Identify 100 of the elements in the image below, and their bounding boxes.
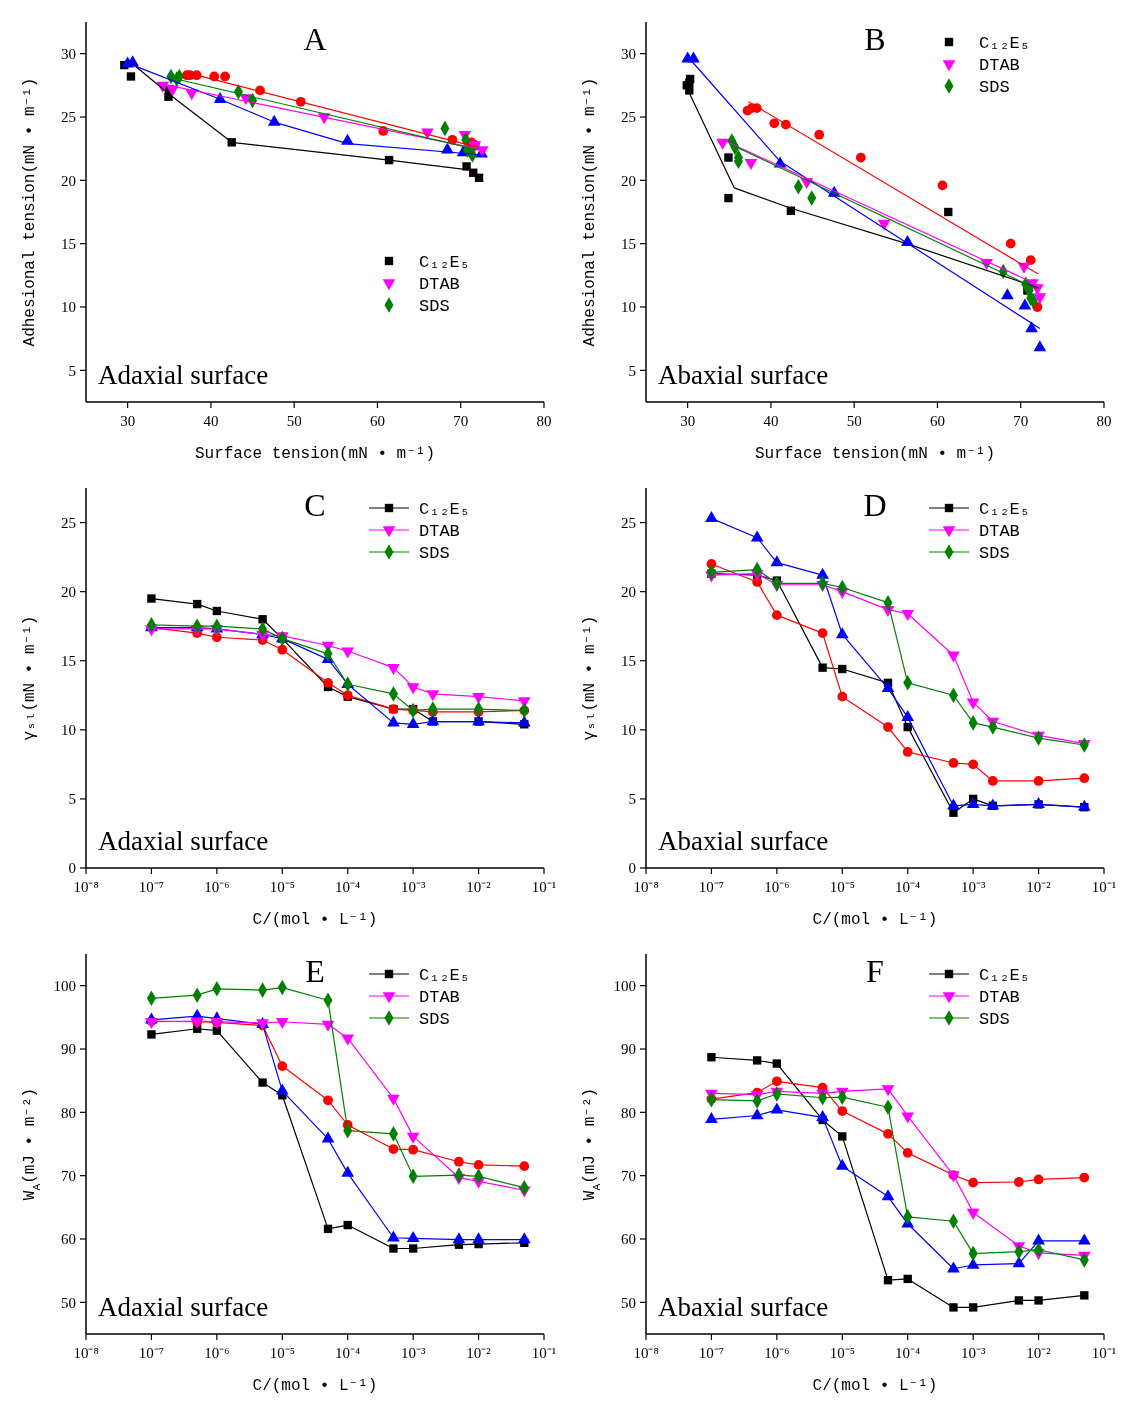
annotation: Adaxial surface — [98, 826, 269, 856]
legend-label: DTAB — [979, 521, 1020, 541]
y-axis-title: Adhesional tension(mN • m⁻¹) — [21, 77, 39, 347]
x-tick-label: 10⁻⁷ — [698, 879, 725, 895]
annotation: Adaxial surface — [98, 1292, 269, 1322]
y-axis-title: γₛₗ(mN • m⁻¹) — [21, 615, 39, 741]
y-tick-label: 60 — [621, 1231, 636, 1248]
x-tick-label: 10⁻² — [466, 879, 492, 895]
x-axis-title: Surface tension(mN • m⁻¹) — [754, 445, 996, 463]
legend-label: DTAB — [419, 274, 460, 294]
y-tick-label: 10 — [621, 299, 636, 316]
y-tick-label: 15 — [61, 235, 76, 252]
annotation: Adaxial surface — [98, 360, 269, 390]
x-axis-title: C/(mol • L⁻¹) — [812, 1377, 938, 1395]
y-tick-label: 15 — [61, 652, 76, 669]
x-tick-label: 10⁻⁸ — [73, 1345, 99, 1361]
y-tick-label: 25 — [621, 514, 636, 531]
legend-label: SDS — [419, 543, 450, 563]
legend-label: C₁₂E₅ — [419, 965, 471, 985]
x-tick-label: 10⁻⁸ — [633, 879, 659, 895]
y-tick-label: 0 — [68, 860, 76, 877]
annotation: Abaxial surface — [658, 826, 829, 856]
y-tick-label: 10 — [621, 722, 636, 739]
legend-label: C₁₂E₅ — [419, 252, 471, 272]
legend-label: SDS — [419, 1009, 450, 1029]
legend-label: SDS — [979, 543, 1010, 563]
x-tick-label: 10⁻⁶ — [204, 1345, 230, 1361]
x-tick-label: 10⁻³ — [960, 1345, 986, 1361]
x-tick-label: 10⁻⁶ — [204, 879, 230, 895]
x-axis-title: C/(mol • L⁻¹) — [252, 1377, 378, 1395]
x-tick-label: 10⁻⁵ — [829, 879, 855, 895]
y-tick-label: 20 — [61, 583, 76, 600]
x-tick-label: 60 — [929, 413, 945, 429]
y-tick-label: 80 — [61, 1104, 76, 1121]
x-tick-label: 70 — [453, 413, 469, 429]
y-tick-label: 15 — [621, 652, 636, 669]
legend-label: SDS — [979, 77, 1010, 97]
x-tick-label: 70 — [1013, 413, 1029, 429]
chart-title: F — [866, 953, 884, 989]
y-tick-label: 5 — [628, 791, 636, 808]
x-tick-label: 30 — [120, 413, 136, 429]
x-axis-title: C/(mol • L⁻¹) — [252, 911, 378, 929]
x-tick-label: 10⁻¹ — [1091, 1345, 1117, 1361]
x-tick-label: 50 — [286, 413, 302, 429]
legend-label: C₁₂E₅ — [419, 499, 471, 519]
y-axis-title: Adhesional tension(mN • m⁻¹) — [581, 77, 599, 347]
chart-title: B — [864, 21, 886, 57]
y-tick-label: 30 — [621, 45, 636, 62]
y-tick-label: 50 — [621, 1294, 636, 1311]
x-tick-label: 10⁻² — [1026, 879, 1052, 895]
x-tick-label: 10⁻⁶ — [764, 1345, 790, 1361]
legend-label: C₁₂E₅ — [979, 499, 1031, 519]
y-tick-label: 80 — [621, 1104, 636, 1121]
x-tick-label: 80 — [1096, 413, 1112, 429]
y-tick-label: 5 — [628, 362, 636, 379]
x-tick-label: 10⁻⁸ — [73, 879, 99, 895]
x-tick-label: 10⁻⁴ — [895, 1345, 921, 1361]
x-tick-label: 10⁻¹ — [531, 1345, 557, 1361]
y-tick-label: 5 — [68, 791, 76, 808]
y-tick-label: 5 — [68, 362, 76, 379]
x-tick-label: 10⁻⁷ — [138, 879, 165, 895]
x-tick-label: 10⁻³ — [960, 879, 986, 895]
x-tick-label: 10⁻³ — [400, 1345, 426, 1361]
annotation: Abaxial surface — [658, 1292, 829, 1322]
y-tick-label: 20 — [61, 172, 76, 189]
legend-label: SDS — [979, 1009, 1010, 1029]
y-tick-label: 25 — [61, 514, 76, 531]
y-tick-label: 30 — [61, 45, 76, 62]
x-tick-label: 60 — [369, 413, 385, 429]
x-tick-label: 10⁻⁴ — [335, 1345, 361, 1361]
annotation: Abaxial surface — [658, 360, 829, 390]
x-tick-label: 10⁻¹ — [1091, 879, 1117, 895]
legend-label: C₁₂E₅ — [979, 33, 1031, 53]
chart-title: D — [863, 487, 887, 523]
x-tick-label: 40 — [203, 413, 219, 429]
x-tick-label: 10⁻⁵ — [829, 1345, 855, 1361]
x-tick-label: 10⁻⁵ — [269, 1345, 295, 1361]
y-tick-label: 25 — [61, 109, 76, 126]
y-tick-label: 20 — [621, 172, 636, 189]
x-tick-label: 10⁻² — [466, 1345, 492, 1361]
y-axis-title: γₛₗ(mN • m⁻¹) — [581, 615, 599, 741]
x-tick-label: 10⁻³ — [400, 879, 426, 895]
x-tick-label: 10⁻⁵ — [269, 879, 295, 895]
y-tick-label: 10 — [61, 722, 76, 739]
x-tick-label: 10⁻⁴ — [335, 879, 361, 895]
chart-title: A — [303, 21, 327, 57]
y-tick-label: 50 — [61, 1294, 76, 1311]
x-tick-label: 50 — [846, 413, 862, 429]
y-tick-label: 90 — [621, 1041, 636, 1058]
x-tick-label: 10⁻¹ — [531, 879, 557, 895]
y-tick-label: 100 — [53, 977, 76, 994]
legend-label: DTAB — [419, 521, 460, 541]
y-tick-label: 15 — [621, 235, 636, 252]
x-tick-label: 30 — [680, 413, 696, 429]
x-tick-label: 10⁻² — [1026, 1345, 1052, 1361]
x-tick-label: 10⁻⁶ — [764, 879, 790, 895]
legend-label: DTAB — [979, 55, 1020, 75]
y-tick-label: 60 — [61, 1231, 76, 1248]
y-tick-label: 0 — [628, 860, 636, 877]
legend-label: SDS — [419, 296, 450, 316]
